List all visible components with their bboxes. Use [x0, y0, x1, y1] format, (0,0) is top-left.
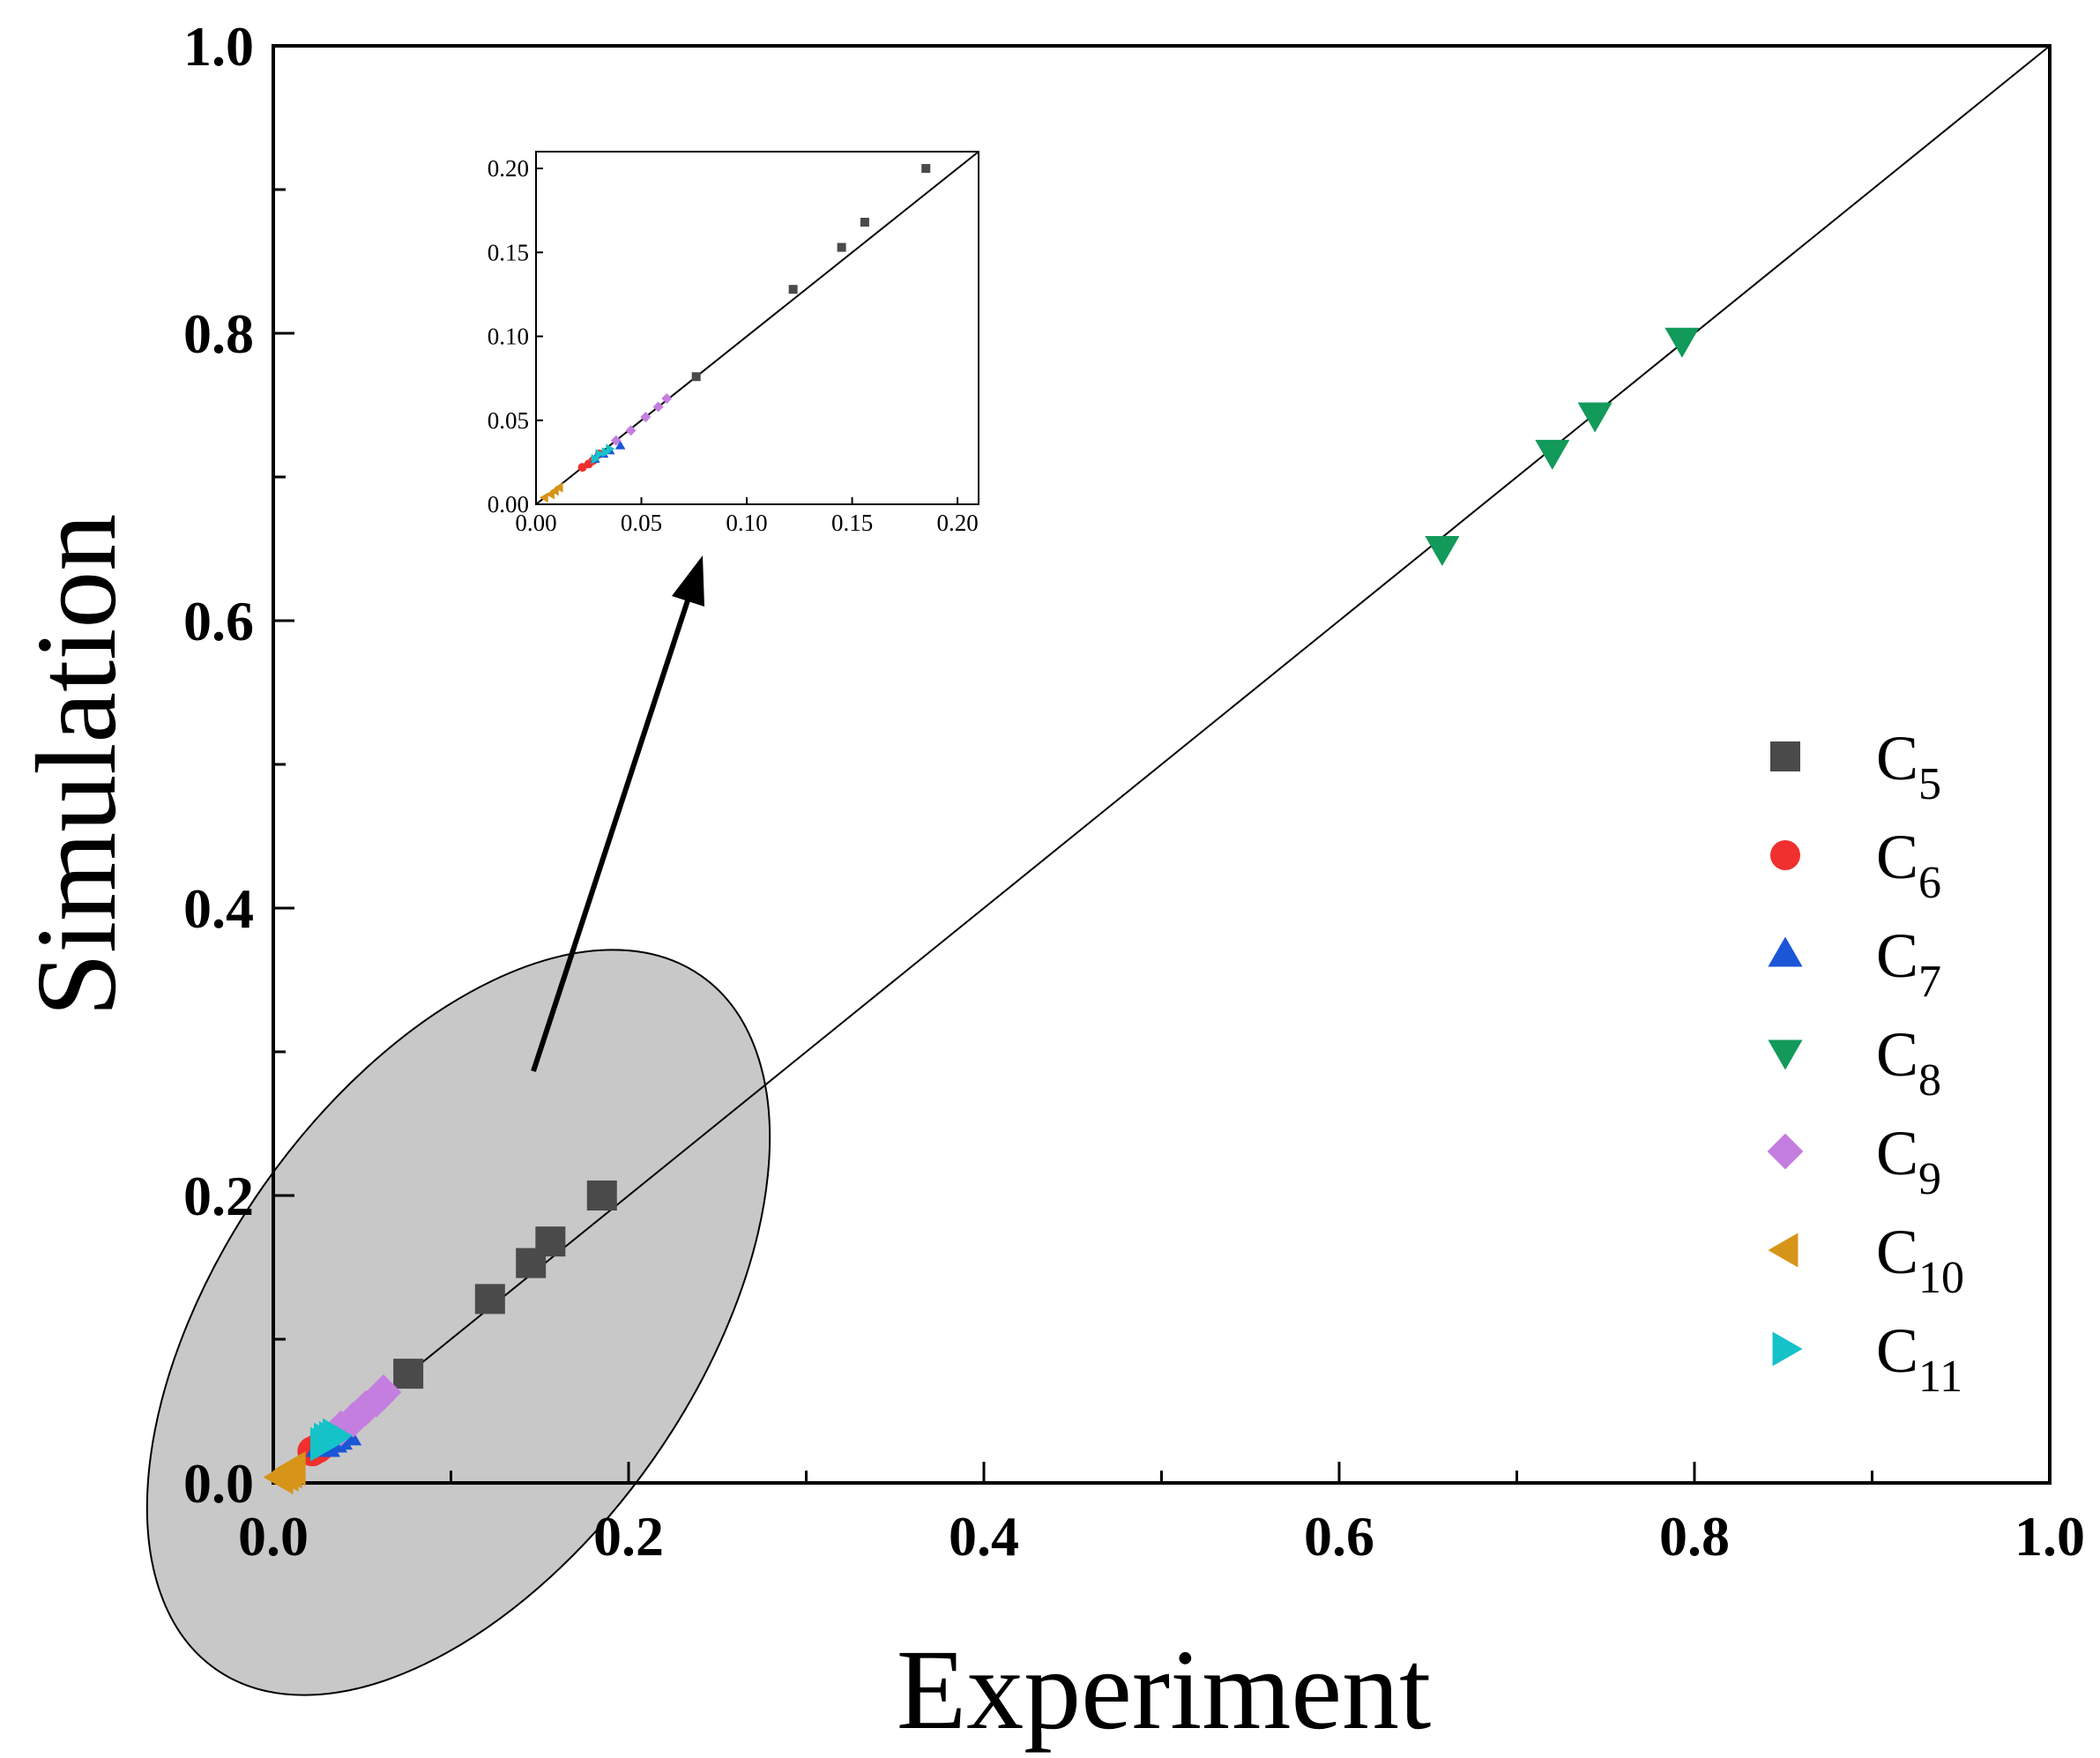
legend-label-c5: C5: [1876, 723, 1941, 809]
data-point-c5: [393, 1359, 424, 1389]
y-tick-label: 1.0: [183, 15, 254, 78]
legend-label-c9: C9: [1876, 1118, 1941, 1204]
inset-data-point-c11: [591, 453, 600, 465]
data-point-c11: [323, 1418, 354, 1453]
data-point-c9: [323, 1410, 359, 1447]
legend-item-c6: C6: [1770, 822, 1941, 908]
legend-item-c10: C10: [1768, 1217, 1964, 1303]
inset-data-point-c5: [837, 242, 846, 252]
data-point-c8: [1535, 439, 1570, 470]
y-tick-label: 0.2: [183, 1165, 254, 1227]
inset-x-tick-label: 0.00: [515, 510, 556, 536]
inset-data-point-c9: [652, 401, 664, 413]
legend-label-subscript: 5: [1918, 759, 1941, 809]
inset-data-point-c5: [691, 372, 701, 382]
legend-label-c8: C8: [1876, 1019, 1941, 1106]
legend-marker-c6: [1770, 840, 1800, 870]
legend-marker-c5: [1770, 741, 1800, 771]
zoom-arrow-head: [672, 555, 704, 607]
x-tick-label: 0.8: [1659, 1505, 1730, 1568]
legend-item-c8: C8: [1768, 1019, 1941, 1106]
legend-marker-c9: [1767, 1133, 1804, 1170]
legend-label-subscript: 8: [1918, 1055, 1941, 1106]
y-tick-label: 0.4: [183, 877, 254, 940]
x-tick-label: 1.0: [2014, 1505, 2085, 1568]
inset-x-tick-label: 0.20: [936, 510, 978, 536]
x-tick-label: 0.6: [1304, 1505, 1374, 1568]
legend-label-c7: C7: [1876, 920, 1941, 1007]
legend-marker-c10: [1768, 1233, 1798, 1268]
legend-label-base: C: [1876, 723, 1918, 793]
highlight-ellipse: [145, 949, 771, 1696]
inset-plot: 0.00 0.05 0.10 0.15 0.20 0.00 0.05 0.10 0.15 0.20: [488, 151, 979, 536]
inset-data-point-c10: [554, 482, 563, 493]
legend-marker-c7: [1768, 936, 1803, 967]
inset-y-tick-label: 0.10: [488, 324, 529, 350]
data-point-c8: [1664, 327, 1700, 358]
legend-label-base: C: [1876, 1315, 1918, 1386]
data-point-c5: [474, 1284, 505, 1315]
legend-marker-c11: [1772, 1331, 1803, 1367]
inset-data-point-c10: [539, 492, 548, 503]
legend-label-base: C: [1876, 1019, 1918, 1090]
data-point-c9: [365, 1374, 402, 1411]
inset-y-tick-label: 0.15: [488, 239, 529, 265]
data-point-c5: [535, 1226, 566, 1257]
x-tick-label: 0.4: [949, 1505, 1019, 1568]
inset-data-point-c11: [606, 443, 615, 454]
inset-data-point-c5: [921, 164, 931, 174]
legend-label-base: C: [1876, 920, 1918, 991]
inset-data-point-c11: [595, 449, 605, 459]
legend-item-c7: C7: [1768, 920, 1941, 1007]
x-axis-title: Experiment: [897, 1627, 1431, 1754]
inset-y-tick-label: 0.20: [488, 155, 529, 182]
legend-label-subscript: 7: [1918, 957, 1941, 1007]
legend-label-c11: C11: [1876, 1315, 1962, 1402]
zoom-arrow-shaft: [531, 594, 692, 1072]
y-tick-label: 0.6: [183, 590, 254, 652]
inset-axis-ticks: 0.00 0.05 0.10 0.15 0.20 0.00 0.05 0.10 0.15 0.20: [488, 155, 979, 536]
inset-y-tick-label: 0.00: [488, 491, 529, 518]
x-tick-label: 0.0: [238, 1505, 309, 1568]
y-tick-label: 0.0: [183, 1452, 254, 1515]
y-tick-label: 0.8: [183, 302, 254, 365]
data-point-c10: [275, 1451, 306, 1486]
inset-x-tick-label: 0.05: [621, 510, 662, 536]
inset-x-tick-label: 0.10: [726, 510, 767, 536]
data-point-c5: [586, 1181, 617, 1210]
legend-label-subscript: 9: [1918, 1154, 1941, 1204]
data-point-c8: [1425, 536, 1460, 567]
legend-item-c11: C11: [1772, 1315, 1962, 1402]
legend-marker-c8: [1768, 1039, 1803, 1070]
legend-label-subscript: 10: [1918, 1253, 1964, 1303]
legend-label-subscript: 11: [1918, 1352, 1962, 1402]
inset-data-point-c7: [614, 440, 626, 450]
legend-item-c5: C5: [1770, 723, 1941, 809]
legend-label-base: C: [1876, 822, 1918, 892]
main-axis-ticks: 0.0 0.2 0.4 0.6 0.8 1.0 0.0 0.2 0.4 0.6 0.8 1.0: [183, 15, 2085, 1568]
reference-line: [272, 45, 2051, 1484]
legend-label-c6: C6: [1876, 822, 1941, 908]
inset-data-point-c5: [788, 285, 798, 294]
inset-data-point-c9: [661, 393, 673, 404]
inset-data-point-c9: [625, 425, 637, 436]
inset-y-tick-label: 0.05: [488, 407, 529, 434]
y-axis-title: Simulation: [13, 514, 140, 1017]
x-tick-label: 0.2: [593, 1505, 664, 1568]
legend-label-c10: C10: [1876, 1217, 1964, 1303]
legend-label-base: C: [1876, 1217, 1918, 1287]
inset-data-point-c9: [610, 435, 622, 446]
inset-x-tick-label: 0.15: [831, 510, 873, 536]
legend-label-base: C: [1876, 1118, 1918, 1188]
legend-label-subscript: 6: [1918, 858, 1941, 908]
legend-item-c9: C9: [1767, 1118, 1941, 1204]
inset-data-point-c5: [860, 218, 869, 227]
data-point-c8: [1577, 402, 1612, 433]
inset-data-point-c9: [640, 411, 652, 422]
inset-data-points: [539, 164, 931, 503]
main-data-points: [263, 327, 1700, 1495]
